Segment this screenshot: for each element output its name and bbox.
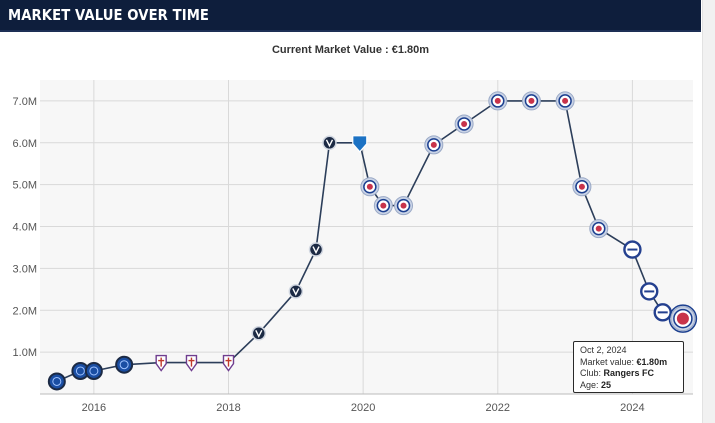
data-point-marker[interactable] <box>589 219 609 239</box>
tooltip-age-label: Age: <box>580 379 599 390</box>
data-point-marker[interactable] <box>360 177 380 197</box>
data-point-marker[interactable] <box>251 326 267 341</box>
data-point-marker[interactable] <box>308 242 324 257</box>
data-point-marker[interactable] <box>424 135 444 155</box>
section-title: MARKET VALUE OVER TIME <box>8 6 210 24</box>
data-point-marker[interactable] <box>352 135 368 153</box>
y-tick-label: 5.0M <box>13 180 37 192</box>
x-tick-label: 2022 <box>486 402 510 414</box>
data-point-marker[interactable] <box>394 196 414 216</box>
data-point-marker[interactable] <box>640 282 659 301</box>
data-point-marker[interactable] <box>155 354 167 372</box>
scrollbar[interactable] <box>702 0 715 423</box>
y-tick-label: 3.0M <box>13 263 37 275</box>
data-point-marker[interactable] <box>555 91 575 111</box>
section-header: MARKET VALUE OVER TIME <box>0 0 701 32</box>
y-tick-label: 6.0M <box>13 138 37 150</box>
tooltip-market-value-label: Market value: <box>580 356 635 367</box>
data-point-marker[interactable] <box>322 135 337 151</box>
data-point-marker[interactable] <box>623 240 642 259</box>
data-point-marker[interactable] <box>47 372 66 391</box>
data-point-marker[interactable] <box>71 361 90 380</box>
tooltip-market-value: €1.80m <box>636 356 668 367</box>
data-point-marker[interactable] <box>454 114 474 134</box>
chart-title: Current Market Value : €1.80m <box>271 44 430 56</box>
tooltip-date: Oct 2, 2024 <box>580 345 627 355</box>
tooltip-club: Rangers FC <box>603 368 655 378</box>
y-tick-label: 1.0M <box>13 347 37 359</box>
data-point-marker[interactable] <box>572 177 592 197</box>
tooltip-age: 25 <box>601 379 612 390</box>
x-tick-label: 2024 <box>620 402 644 414</box>
data-point-marker[interactable] <box>653 303 672 322</box>
tooltip-club-label: Club: <box>580 368 602 378</box>
y-tick-label: 4.0M <box>13 222 37 234</box>
data-point-marker[interactable] <box>288 284 304 299</box>
data-point-marker[interactable] <box>84 361 103 380</box>
data-point-marker[interactable] <box>373 196 393 216</box>
data-point-marker[interactable] <box>185 354 198 372</box>
x-tick-label: 2016 <box>82 402 106 414</box>
x-tick-label: 2018 <box>216 402 240 414</box>
data-point-marker[interactable] <box>222 354 235 372</box>
chart-tooltip: Oct 2, 2024 Market value: €1.80m Club: R… <box>573 341 684 393</box>
data-point-marker[interactable] <box>488 91 508 111</box>
data-point-marker[interactable] <box>115 355 134 374</box>
y-tick-label: 7.0M <box>13 96 37 108</box>
x-tick-label: 2020 <box>351 402 375 414</box>
y-tick-label: 2.0M <box>13 305 37 317</box>
data-point-marker[interactable] <box>668 304 698 333</box>
data-point-marker[interactable] <box>521 91 541 111</box>
